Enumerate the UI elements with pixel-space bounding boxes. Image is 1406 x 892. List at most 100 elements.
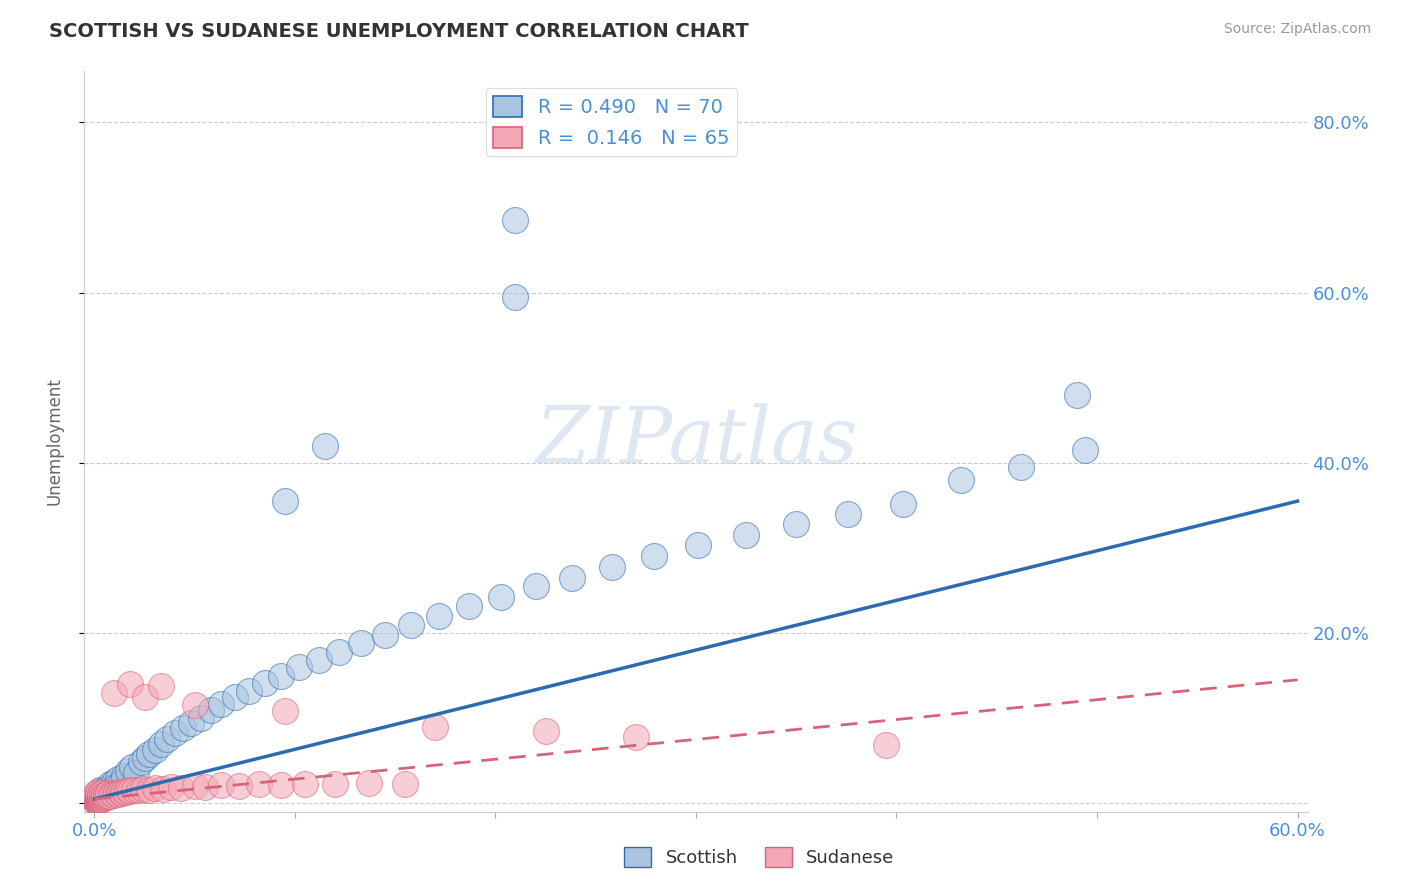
Point [86,789,108,804]
Point [89,789,111,803]
Point [194,780,217,794]
Point [121,760,143,774]
Point [294,777,316,791]
Point [100,777,122,791]
Point [172,722,194,736]
Point [91,790,114,805]
Point [87,788,110,802]
Point [93,789,115,803]
Point [110,777,132,791]
Point [143,742,166,756]
Text: ZIPatlas: ZIPatlas [534,403,858,480]
Point [101,781,124,796]
Point [491,591,513,605]
Point [86,795,108,809]
Point [120,677,142,691]
Point [274,494,297,508]
Point [374,628,396,642]
Point [124,782,146,797]
Point [643,549,665,564]
Point [87,794,110,808]
Point [91,789,114,804]
Point [89,792,111,806]
Point [91,790,114,805]
Point [183,698,205,713]
Point [86,788,108,802]
Point [1066,388,1088,402]
Point [107,787,129,801]
Point [117,783,139,797]
Point [180,716,202,731]
Point [735,528,758,542]
Point [89,791,111,805]
Point [159,780,181,794]
Point [200,703,222,717]
Point [87,787,110,801]
Point [89,790,111,805]
Point [86,792,108,806]
Point [183,779,205,793]
Point [97,780,120,795]
Point [308,653,330,667]
Point [89,792,111,806]
Point [138,747,160,761]
Point [600,559,623,574]
Point [100,785,122,799]
Point [86,794,108,808]
Point [86,789,108,804]
Point [427,609,450,624]
Point [117,764,139,778]
Point [87,792,110,806]
Point [169,780,191,795]
Point [86,790,108,805]
Point [875,739,897,753]
Point [103,788,125,802]
Point [359,776,381,790]
Point [209,778,232,792]
Point [1010,460,1032,475]
Point [134,751,156,765]
Point [247,777,270,791]
Point [110,785,132,799]
Point [228,779,250,793]
Point [97,786,120,800]
Point [87,790,110,805]
Point [128,783,150,797]
Point [103,775,125,789]
Point [350,636,373,650]
Point [534,723,557,738]
Point [103,685,125,699]
Point [89,787,111,801]
Point [425,720,447,734]
Point [505,213,527,227]
Point [86,794,108,808]
Point [328,645,350,659]
Point [86,789,108,803]
Point [270,668,292,682]
Point [209,698,232,712]
Point [314,439,336,453]
Point [89,783,111,797]
Point [91,792,114,806]
Point [91,786,114,800]
Point [138,782,160,797]
Point [87,791,110,805]
Point [89,791,111,805]
Point [152,781,174,796]
Point [89,789,111,803]
Point [190,711,212,725]
Point [131,781,153,796]
Point [91,788,114,802]
Point [458,599,481,613]
Point [686,538,709,552]
Point [143,780,166,795]
Point [87,789,110,804]
Point [125,766,148,780]
Point [837,507,859,521]
Point [115,785,138,799]
Point [394,777,416,791]
Legend: Scottish, Sudanese: Scottish, Sudanese [617,839,901,874]
Point [87,793,110,807]
Point [101,787,124,801]
Point [949,473,972,487]
